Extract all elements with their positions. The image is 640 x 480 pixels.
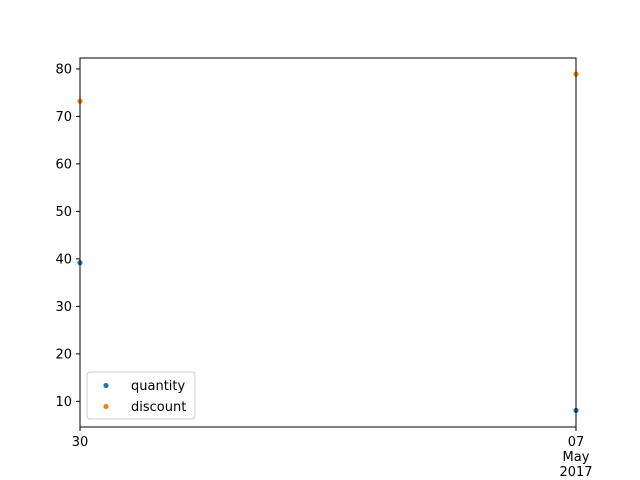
y-tick-label: 50 (55, 205, 72, 220)
quantity-legend-label: quantity (131, 379, 186, 394)
x-tick-label: 30 (72, 435, 89, 450)
y-tick-label: 20 (55, 347, 72, 362)
x-tick-label: 2017 (559, 465, 592, 480)
quantity-legend-marker (103, 382, 109, 389)
y-tick-label: 30 (55, 300, 72, 315)
plot-frame (79, 57, 577, 428)
data-points (77, 71, 579, 413)
legend: quantity discount (86, 371, 196, 420)
legend-box (86, 371, 196, 420)
y-tick-label: 10 (55, 395, 72, 410)
y-tick-label: 80 (55, 62, 72, 77)
discount-legend-marker (103, 403, 109, 410)
x-tick-label: 07 (568, 435, 585, 450)
y-tick-label: 70 (55, 110, 72, 125)
x-tick-label: May (563, 450, 590, 465)
y-tick-label: 60 (55, 157, 72, 172)
discount-legend-label: discount (131, 400, 186, 415)
y-tick-label: 40 (55, 252, 72, 267)
y-axis: 10 20 30 40 50 60 70 80 (55, 62, 80, 410)
